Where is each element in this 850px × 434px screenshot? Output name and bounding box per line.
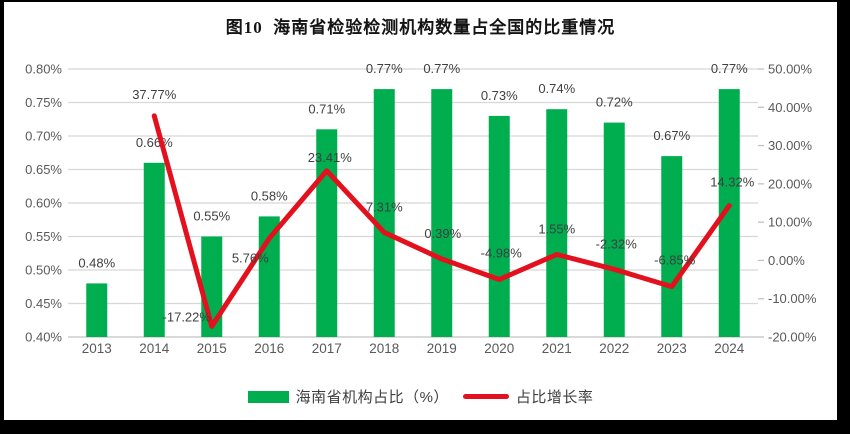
legend-line-label: 占比增长率 bbox=[515, 389, 594, 406]
x-axis-label: 2020 bbox=[484, 341, 514, 356]
x-axis-labels: 2013 2014 2015 2016 2017 2018 2019 2020 2021 2022… bbox=[82, 341, 745, 356]
legend-bar-label: 海南省机构占比（%） bbox=[295, 389, 449, 406]
gridlines bbox=[68, 68, 758, 338]
left-axis-tick: 0.80% bbox=[25, 62, 62, 77]
left-axis-tick: 0.40% bbox=[25, 330, 62, 345]
bar-label: 0.77% bbox=[423, 61, 460, 76]
chart-title: 图10 海南省检验检测机构数量占全国的比重情况 bbox=[225, 18, 616, 37]
left-axis-tick: 0.45% bbox=[25, 296, 62, 311]
left-axis-tick: 0.75% bbox=[25, 95, 62, 110]
growth-line bbox=[151, 113, 732, 329]
bar bbox=[373, 89, 395, 337]
x-axis-label: 2022 bbox=[599, 341, 629, 356]
chart-panel: 图10 海南省检验检测机构数量占全国的比重情况 0.80% 0.75% 0.70% 0… bbox=[4, 2, 837, 420]
bar bbox=[546, 109, 568, 337]
right-axis-tick: 50.00% bbox=[768, 62, 813, 77]
bar bbox=[718, 89, 740, 337]
line-label: -2.32% bbox=[596, 236, 638, 251]
x-axis-label: 2024 bbox=[714, 341, 745, 356]
line-labels: 37.77% -17.22% 5.76% 23.41% 7.31% 0.39% -4.98%… bbox=[132, 87, 755, 325]
line-label: 23.41% bbox=[308, 150, 353, 165]
left-axis-tick: 0.70% bbox=[25, 129, 62, 144]
bar-label: 0.71% bbox=[308, 101, 345, 116]
bars bbox=[86, 89, 740, 338]
right-axis-tick: 30.00% bbox=[768, 138, 813, 153]
line-label: -4.98% bbox=[481, 245, 523, 260]
bar-label: 0.72% bbox=[596, 95, 633, 110]
bar-label: 0.74% bbox=[538, 81, 575, 96]
x-axis-label: 2014 bbox=[139, 341, 170, 356]
left-axis-tick: 0.60% bbox=[25, 196, 62, 211]
line-label: 0.39% bbox=[424, 226, 461, 241]
bar bbox=[258, 216, 280, 337]
legend-bar-swatch-icon bbox=[247, 390, 289, 403]
bar bbox=[431, 89, 453, 337]
bar bbox=[488, 115, 510, 338]
chart-plot: 0.80% 0.75% 0.70% 0.65% 0.60% 0.55% 0.50% 0.45%… bbox=[25, 61, 817, 356]
bar-label: 0.77% bbox=[366, 61, 403, 76]
left-axis-tick: 0.55% bbox=[25, 229, 62, 244]
x-axis-label: 2021 bbox=[542, 341, 572, 356]
bar-label: 0.58% bbox=[251, 188, 288, 203]
right-axis-tick: 10.00% bbox=[768, 215, 813, 230]
bar-label: 0.73% bbox=[481, 88, 518, 103]
line-label: 1.55% bbox=[538, 221, 575, 236]
right-axis-tick: 0.00% bbox=[768, 253, 805, 268]
line-label: 7.31% bbox=[366, 199, 403, 214]
bar-labels: 0.48% 0.66% 0.55% 0.58% 0.71% 0.77% 0.77% 0.73%… bbox=[78, 61, 748, 270]
x-axis-label: 2015 bbox=[197, 341, 227, 356]
legend: 海南省机构占比（%） 占比增长率 bbox=[4, 386, 837, 407]
bar-label: 0.48% bbox=[78, 255, 115, 270]
x-axis-label: 2017 bbox=[312, 341, 342, 356]
x-axis-label: 2023 bbox=[657, 341, 687, 356]
bar-label: 0.66% bbox=[136, 135, 173, 150]
line-label: -17.22% bbox=[163, 309, 212, 324]
bar-label: 0.77% bbox=[711, 61, 748, 76]
bar bbox=[661, 156, 683, 337]
right-axis-tick: 40.00% bbox=[768, 100, 813, 115]
x-axis-label: 2018 bbox=[369, 341, 399, 356]
line-label: 5.76% bbox=[232, 250, 269, 265]
right-axis-tick: -20.00% bbox=[768, 330, 817, 345]
bar bbox=[603, 122, 625, 337]
right-axis-tick: 20.00% bbox=[768, 176, 813, 191]
right-axis-labels: 50.00% 40.00% 30.00% 20.00% 10.00% 0.00% -10.0… bbox=[758, 62, 817, 345]
bar-label: 0.55% bbox=[193, 209, 230, 224]
right-axis-tick: -10.00% bbox=[768, 291, 817, 306]
x-axis-label: 2016 bbox=[254, 341, 284, 356]
line-label: 14.32% bbox=[710, 175, 755, 190]
x-axis-label: 2013 bbox=[82, 341, 112, 356]
left-axis-tick: 0.50% bbox=[25, 263, 62, 278]
left-axis-labels: 0.80% 0.75% 0.70% 0.65% 0.60% 0.55% 0.50% 0.45%… bbox=[25, 62, 62, 345]
bar bbox=[86, 283, 108, 337]
bar bbox=[316, 129, 338, 337]
growth-line-path bbox=[151, 113, 732, 329]
line-label: 37.77% bbox=[132, 87, 177, 102]
x-axis-label: 2019 bbox=[427, 341, 457, 356]
left-axis-tick: 0.65% bbox=[25, 162, 62, 177]
bar bbox=[143, 162, 165, 337]
legend-line-swatch-icon bbox=[462, 394, 509, 399]
bar-label: 0.67% bbox=[653, 128, 690, 143]
line-label: -6.85% bbox=[654, 253, 696, 268]
